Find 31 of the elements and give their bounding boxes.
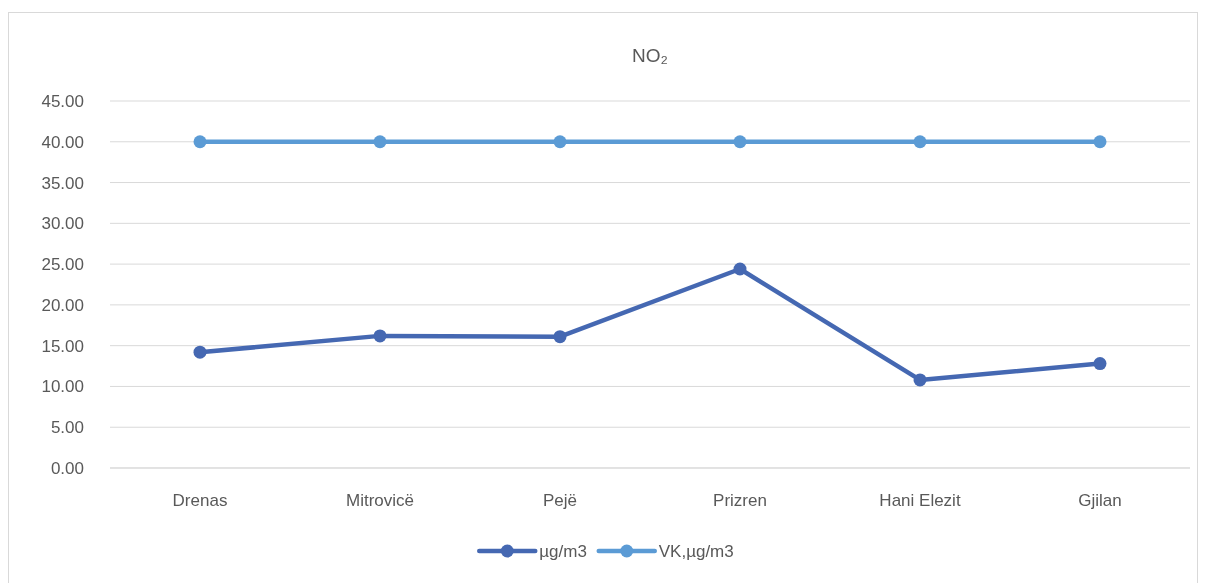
y-tick-label: 25.00 bbox=[41, 255, 84, 275]
chart-title: NO₂ bbox=[632, 45, 668, 66]
y-tick-label: 15.00 bbox=[41, 336, 84, 356]
point bbox=[1093, 135, 1107, 149]
x-tick-label: Pejë bbox=[542, 491, 578, 510]
legend-label: µg/m3 bbox=[539, 541, 587, 561]
y-tick-label: 10.00 bbox=[41, 377, 84, 397]
x-tick-label: Drenas bbox=[172, 491, 228, 510]
point bbox=[913, 135, 927, 149]
point bbox=[373, 329, 387, 343]
x-tick-label: Mitrovicë bbox=[345, 491, 415, 510]
point bbox=[193, 135, 207, 149]
point bbox=[733, 135, 747, 149]
x-tick-label: Gjilan bbox=[1078, 491, 1122, 510]
y-tick-label: 40.00 bbox=[41, 132, 84, 152]
legend-label: VK,µg/m3 bbox=[658, 541, 734, 561]
point bbox=[553, 330, 567, 344]
y-tick-label: 20.00 bbox=[41, 295, 84, 315]
point bbox=[913, 373, 927, 387]
y-tick-label: 45.00 bbox=[41, 91, 84, 111]
point bbox=[553, 135, 567, 149]
point bbox=[193, 345, 207, 359]
y-tick-label: 0.00 bbox=[50, 458, 84, 478]
y-tick-label: 30.00 bbox=[41, 214, 84, 234]
point bbox=[733, 262, 747, 276]
x-tick-label: Hani Elezit bbox=[879, 491, 961, 510]
y-tick-label: 5.00 bbox=[50, 418, 84, 438]
point bbox=[373, 135, 387, 149]
point bbox=[1093, 357, 1107, 371]
x-tick-label: Prizren bbox=[713, 491, 767, 510]
y-tick-label: 35.00 bbox=[41, 173, 84, 193]
